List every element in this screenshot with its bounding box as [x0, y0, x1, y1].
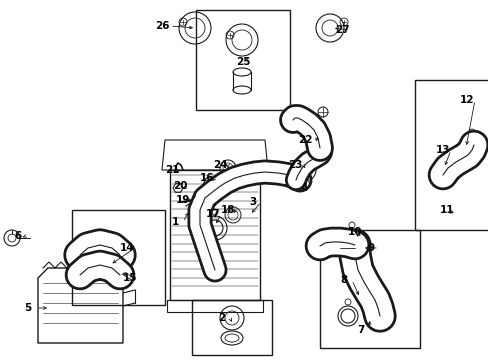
Text: 10: 10 — [347, 227, 362, 237]
Text: 19: 19 — [176, 195, 190, 205]
Text: 20: 20 — [172, 181, 187, 191]
Text: 23: 23 — [287, 160, 302, 170]
Text: 13: 13 — [435, 145, 449, 155]
Text: 21: 21 — [164, 165, 179, 175]
Bar — [167, 300, 263, 312]
Bar — [196, 10, 289, 110]
Text: 14: 14 — [120, 243, 134, 253]
Bar — [414, 80, 488, 230]
Text: 9: 9 — [366, 243, 374, 253]
Text: 1: 1 — [171, 217, 178, 227]
Bar — [72, 210, 164, 305]
Text: 5: 5 — [24, 303, 32, 313]
Bar — [170, 170, 260, 300]
Text: 16: 16 — [199, 173, 214, 183]
Text: 15: 15 — [122, 273, 137, 283]
Text: 6: 6 — [14, 231, 21, 241]
Text: 27: 27 — [334, 25, 348, 35]
Bar — [319, 230, 419, 348]
Text: 25: 25 — [235, 57, 250, 67]
Text: 17: 17 — [205, 209, 220, 219]
Text: 8: 8 — [340, 275, 347, 285]
Text: 11: 11 — [439, 205, 453, 215]
Text: 12: 12 — [459, 95, 473, 105]
Text: 26: 26 — [154, 21, 169, 31]
Text: 3: 3 — [249, 197, 256, 207]
Text: 4: 4 — [300, 183, 307, 193]
Text: 7: 7 — [357, 325, 364, 335]
Text: 2: 2 — [218, 313, 225, 323]
Bar — [192, 300, 271, 355]
Text: 24: 24 — [212, 160, 227, 170]
Text: 18: 18 — [220, 205, 235, 215]
Text: 22: 22 — [297, 135, 312, 145]
